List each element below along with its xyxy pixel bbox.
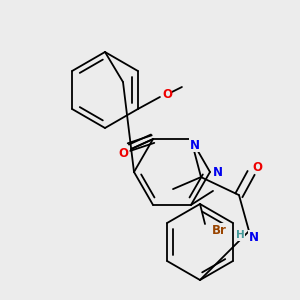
Text: O: O — [162, 88, 172, 100]
Text: O: O — [252, 160, 262, 174]
Text: N: N — [190, 139, 200, 152]
Text: Br: Br — [212, 224, 226, 236]
Text: H: H — [236, 230, 244, 240]
Text: O: O — [118, 147, 128, 160]
Text: N: N — [213, 166, 223, 178]
Text: N: N — [249, 231, 259, 244]
